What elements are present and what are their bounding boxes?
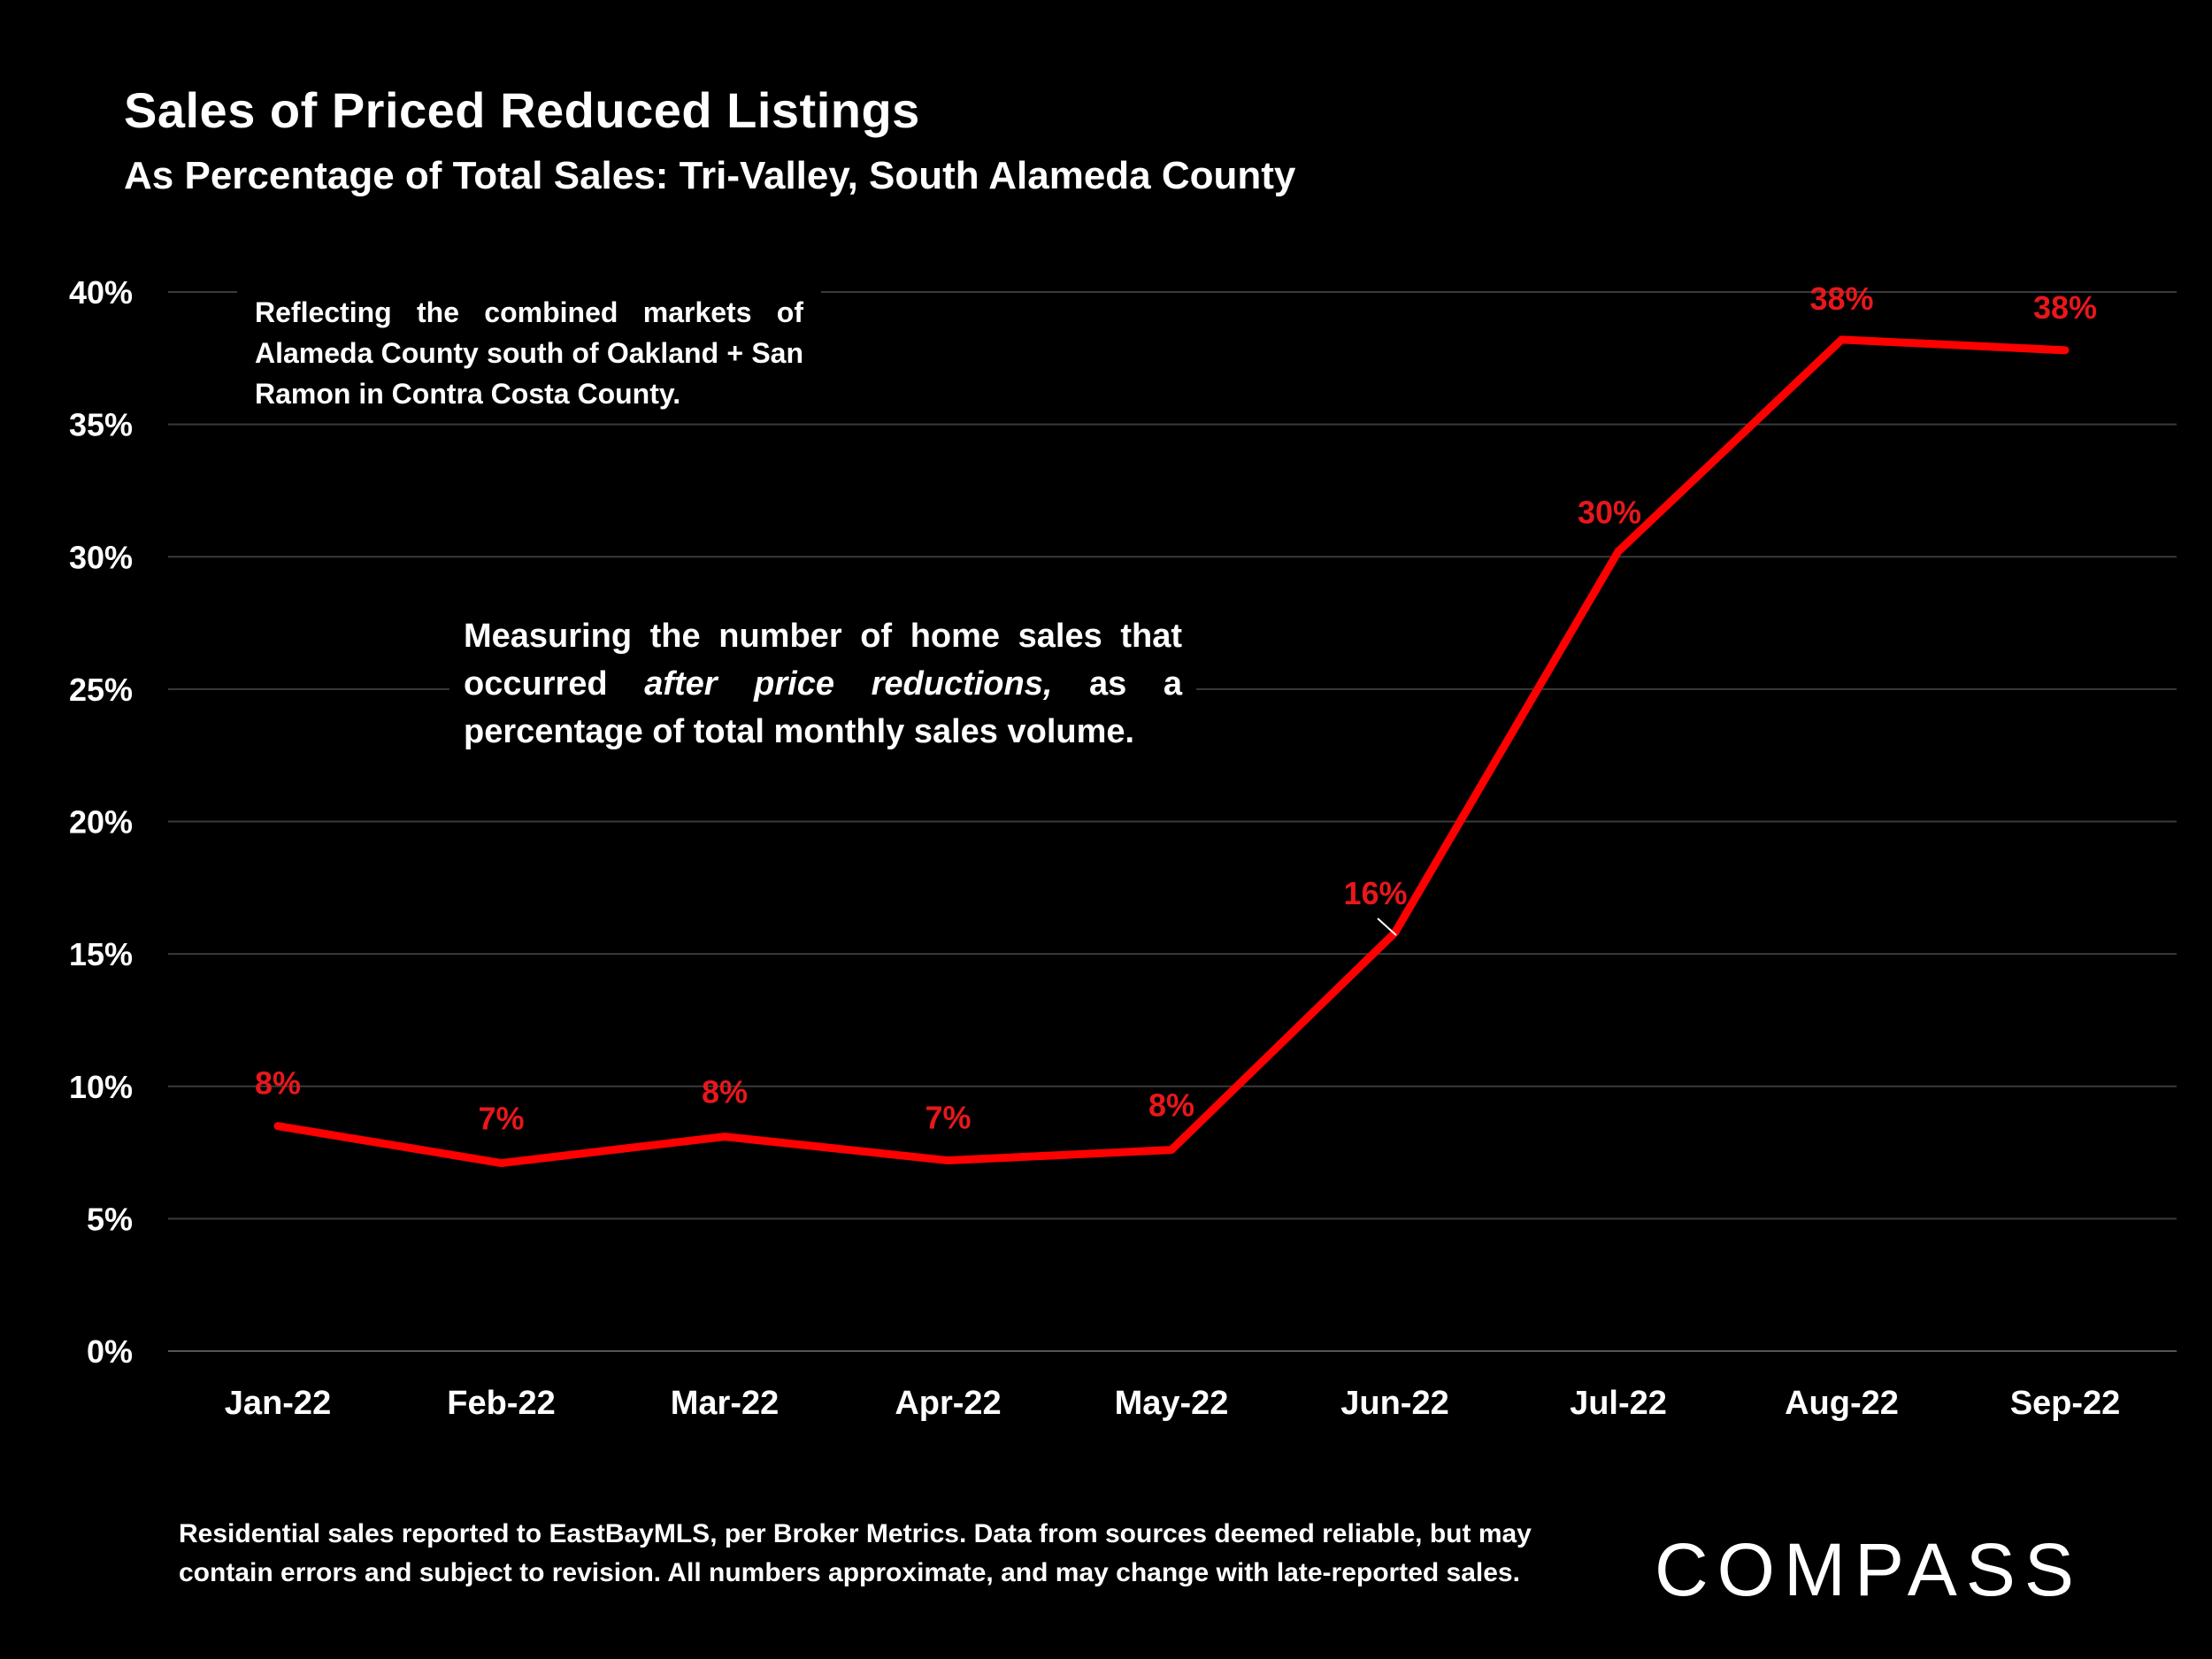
data-point <box>944 1156 952 1164</box>
y-tick-label: 35% <box>69 407 133 443</box>
annotation-measuring-text-end: as a percentage of total monthly sales v… <box>464 665 1182 750</box>
x-tick-label: May-22 <box>1115 1385 1229 1422</box>
x-tick-label: Jul-22 <box>1570 1385 1667 1422</box>
data-label: 38% <box>1809 280 1873 317</box>
series-line <box>273 335 2070 1168</box>
x-tick-label: Apr-22 <box>895 1385 1001 1422</box>
data-point <box>274 1122 281 1130</box>
annotation-measuring-text: Measuring the number of home sales that … <box>464 618 1182 703</box>
x-tick-label: Jan-22 <box>225 1385 331 1422</box>
x-tick-label: Feb-22 <box>447 1385 555 1422</box>
compass-logo: COMPASS <box>1655 1528 2083 1611</box>
y-tick-label: 5% <box>87 1201 133 1237</box>
y-tick-label: 0% <box>87 1333 133 1370</box>
y-tick-label: 25% <box>69 672 133 708</box>
data-point <box>497 1159 505 1167</box>
annotation-measuring: Measuring the number of home sales that … <box>449 609 1196 759</box>
y-tick-label: 10% <box>69 1069 133 1105</box>
data-point <box>2062 346 2069 354</box>
x-tick-label: Jun-22 <box>1340 1385 1448 1422</box>
x-tick-label: Mar-22 <box>671 1385 780 1422</box>
data-label: 8% <box>255 1065 301 1102</box>
footer-disclaimer: Residential sales reported to EastBayMLS… <box>179 1519 1532 1587</box>
data-point <box>1838 335 1846 343</box>
data-label: 7% <box>478 1101 524 1137</box>
y-tick-label: 20% <box>69 804 133 841</box>
data-label: 16% <box>1343 875 1407 911</box>
annotation-markets: Reflecting the combined markets of Alame… <box>237 288 821 418</box>
y-tick-label: 15% <box>69 936 133 972</box>
data-label: 38% <box>2033 289 2097 326</box>
y-tick-label: 40% <box>69 274 133 311</box>
gridlines <box>168 291 2177 1352</box>
chart-title: Sales of Priced Reduced Listings <box>124 82 920 138</box>
label-leader-line <box>1377 918 1397 936</box>
data-label: 8% <box>702 1074 748 1110</box>
data-point <box>1168 1146 1175 1154</box>
data-label: 30% <box>1578 494 1641 530</box>
y-axis-ticks: 0% 5% 10% 15% 20% 25% 30% 35% 40% <box>69 274 133 1370</box>
data-label: 8% <box>1148 1087 1194 1124</box>
data-label: 7% <box>925 1100 971 1136</box>
data-labels: 8% 7% 8% 7% 8% 16% 30% 38% 38% <box>255 280 2097 1137</box>
chart-subtitle: As Percentage of Total Sales: Tri-Valley… <box>124 154 1296 197</box>
data-point <box>1615 548 1622 556</box>
x-tick-label: Sep-22 <box>2010 1385 2121 1422</box>
x-tick-label: Aug-22 <box>1785 1385 1899 1422</box>
data-point <box>721 1133 728 1141</box>
annotation-measuring-italic: after price reductions, <box>644 665 1053 703</box>
y-tick-label: 30% <box>69 539 133 575</box>
x-axis-ticks: Jan-22 Feb-22 Mar-22 Apr-22 May-22 Jun-22 Jul-… <box>225 1385 2121 1422</box>
